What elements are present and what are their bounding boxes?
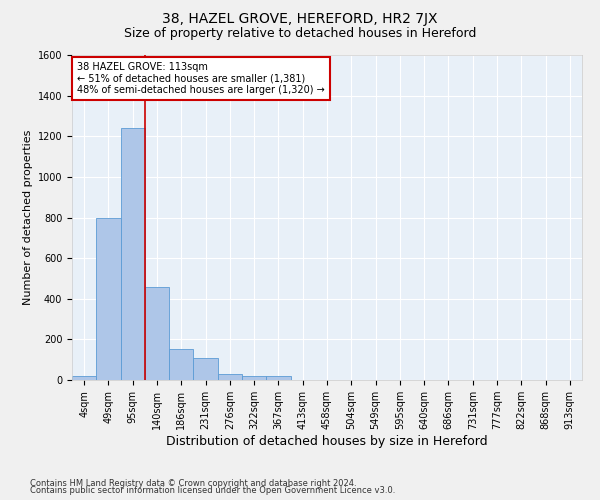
Bar [218,374,242,380]
Bar [266,376,290,380]
Text: 38 HAZEL GROVE: 113sqm
← 51% of detached houses are smaller (1,381)
48% of semi-: 38 HAZEL GROVE: 113sqm ← 51% of detached… [77,62,325,94]
Bar [145,286,169,380]
Text: 38, HAZEL GROVE, HEREFORD, HR2 7JX: 38, HAZEL GROVE, HEREFORD, HR2 7JX [162,12,438,26]
Bar [193,358,218,380]
Bar [96,218,121,380]
Text: Contains HM Land Registry data © Crown copyright and database right 2024.: Contains HM Land Registry data © Crown c… [30,478,356,488]
X-axis label: Distribution of detached houses by size in Hereford: Distribution of detached houses by size … [166,435,488,448]
Bar [169,348,193,380]
Text: Contains public sector information licensed under the Open Government Licence v3: Contains public sector information licen… [30,486,395,495]
Bar [121,128,145,380]
Bar [242,376,266,380]
Text: Size of property relative to detached houses in Hereford: Size of property relative to detached ho… [124,28,476,40]
Bar [72,376,96,380]
Y-axis label: Number of detached properties: Number of detached properties [23,130,34,305]
